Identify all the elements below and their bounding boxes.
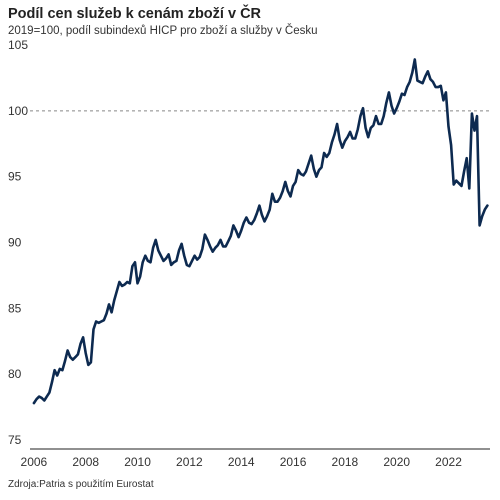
y-tick-label: 90 (8, 236, 22, 250)
series-line (32, 58, 489, 405)
x-tick-label: 2016 (280, 455, 307, 469)
x-tick-label: 2006 (21, 455, 48, 469)
series-group (32, 58, 489, 405)
y-tick-label: 100 (8, 104, 28, 118)
y-tick-label: 95 (8, 170, 22, 184)
x-tick-label: 2010 (124, 455, 151, 469)
x-tick-label: 2014 (228, 455, 255, 469)
x-axis-labels: 2006 2008 2010 2012 2014 2016 2018 2020 2022 (21, 455, 463, 469)
source-note: Zdroja:Patria s použitím Eurostat (8, 479, 154, 490)
y-tick-label: 75 (8, 433, 22, 447)
x-tick-label: 2018 (332, 455, 359, 469)
x-tick-label: 2012 (176, 455, 203, 469)
y-tick-label: 80 (8, 367, 22, 381)
x-tick-label: 2020 (383, 455, 410, 469)
chart-title: Podíl cen služeb k cenám zboží v ČR (8, 6, 262, 22)
x-tick-label: 2008 (72, 455, 99, 469)
y-tick-label: 105 (8, 38, 28, 52)
y-tick-label: 85 (8, 301, 22, 315)
x-tick-label: 2022 (435, 455, 462, 469)
chart-subtitle: 2019=100, podíl subindexů HICP pro zboží… (8, 25, 318, 37)
y-axis-labels: 75 80 85 90 95 100 105 (8, 38, 28, 447)
